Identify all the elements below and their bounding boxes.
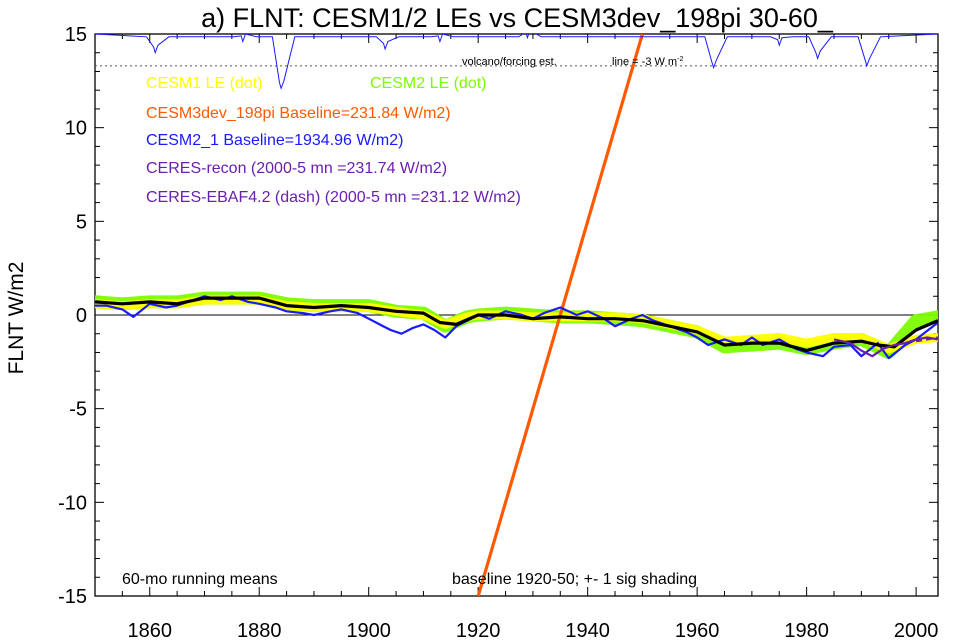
y-tick-label: -5: [69, 399, 87, 421]
y-tick-label: 15: [65, 24, 87, 46]
series-cesm3dev-198pi-line: [476, 34, 644, 596]
annotations: 60-mo running means baseline 1920-50; +-…: [122, 56, 697, 588]
series-ceres-ebaf4-2-dash-2000-5-mn-231-12-w-m2-line: [915, 336, 938, 343]
y-axis-label: FLNT W/m2: [5, 262, 28, 375]
y-tick-label: -15: [58, 586, 87, 608]
volcano-line-label-text: line = -3 W m: [612, 56, 677, 68]
legend-ceres-ebaf: CERES-EBAF4.2 (dash) (2000-5 mn =231.12 …: [146, 189, 521, 206]
x-tick-label: 1960: [675, 620, 720, 641]
x-tick-label: 1900: [346, 620, 391, 641]
series-group: [95, 34, 938, 596]
legend-cesm2-1: CESM2_1 Baseline=1934.96 W/m2): [146, 132, 403, 149]
y-tick-label: 10: [65, 118, 87, 140]
series-cesm3dev-ensemble-mean-line: [95, 296, 938, 353]
running-means-note: 60-mo running means: [122, 571, 278, 588]
x-tick-label: 2000: [894, 620, 939, 641]
volcano-forcing-line: [95, 34, 938, 90]
series-ceres-recon-2000-5-mn-231-74-w-m2-line: [833, 336, 938, 358]
plot-area: 15 10 5 0 -5 -10 -15 1860 1880 1900 1920 1940 1960 19…: [58, 24, 939, 641]
volcano-line-label: line = -3 W m-2: [612, 56, 683, 68]
y-tick-label: 0: [76, 305, 87, 327]
x-tick-label: 1980: [784, 620, 829, 641]
x-tick-label: 1860: [127, 620, 172, 641]
baseline-note: baseline 1920-50; +- 1 sig shading: [452, 571, 697, 588]
x-tick-label: 1940: [565, 620, 610, 641]
y-tick-label: 5: [76, 211, 87, 233]
legend-cesm2-le: CESM2 LE (dot): [370, 75, 486, 92]
legend-cesm3dev: CESM3dev_198pi Baseline=231.84 W/m2): [146, 105, 451, 122]
y-tick-label: -10: [58, 492, 87, 514]
x-tick-label: 1920: [456, 620, 501, 641]
series-cesm1-le-dot-band: [95, 295, 938, 354]
legend-cesm1-le: CESM1 LE (dot): [146, 75, 262, 92]
chart-title: a) FLNT: CESM1/2 LEs vs CESM3dev_198pi 3…: [201, 3, 834, 33]
volcano-label: volcano/forcing est.: [462, 56, 557, 68]
legend-ceres-recon: CERES-recon (2000-5 mn =231.74 W/m2): [146, 160, 447, 177]
volcano-line-label-sup: -2: [677, 56, 683, 63]
x-tick-label: 1880: [237, 620, 282, 641]
